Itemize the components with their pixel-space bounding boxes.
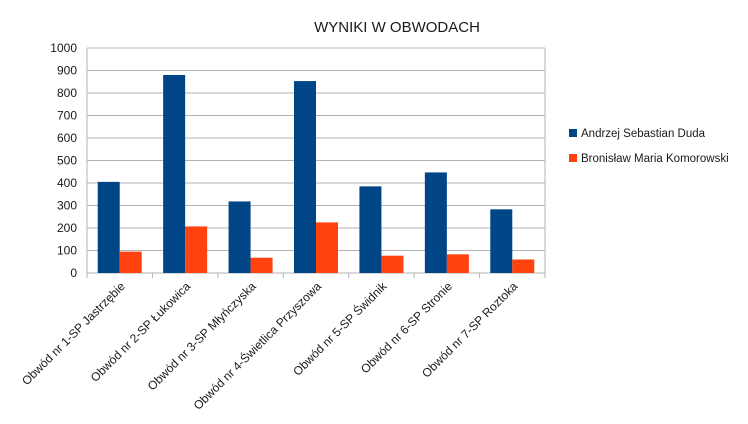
bar-duda [228,201,251,273]
y-tick-label: 0 [70,266,77,280]
bars [97,75,535,273]
y-tick-label: 1000 [50,41,77,55]
y-tick-label: 600 [57,131,77,145]
bar-duda [97,181,120,273]
legend-swatch [569,129,577,137]
bar-komorowski [316,222,338,273]
chart-title: WYNIKI W OBWODACH [314,19,480,36]
y-tick-label: 400 [57,176,77,190]
bar-komorowski [446,254,469,273]
bar-duda [424,172,447,273]
bar-komorowski [512,259,535,273]
y-tick-label: 900 [57,64,77,78]
y-tick-label: 700 [57,109,77,123]
x-category-label: Obwód nr 3-SP Młyńczyska [145,279,259,393]
x-category-label: Obwód nr 1-SP Jastrzębie [19,279,128,388]
bar-duda [359,186,382,273]
bar-komorowski [381,255,404,273]
bar-komorowski [119,251,142,273]
bar-duda [294,81,316,273]
y-tick-label: 100 [57,244,77,258]
x-category-label: Obwód nr 4-Świetlica Przyszowa [190,278,324,412]
y-tick-label: 300 [57,199,77,213]
bar-komorowski [185,226,208,273]
y-tick-label: 800 [57,86,77,100]
bar-komorowski [250,257,273,273]
legend: Andrzej Sebastian Duda Bronisław Maria Ko… [569,128,729,165]
bar-duda [490,209,513,273]
legend-label: Andrzej Sebastian Duda [581,128,706,140]
y-tick-label: 200 [57,221,77,235]
y-tick-label: 500 [57,154,77,168]
legend-label: Bronisław Maria Komorowski [581,153,729,165]
bar-duda [163,75,186,273]
legend-swatch [569,154,577,162]
